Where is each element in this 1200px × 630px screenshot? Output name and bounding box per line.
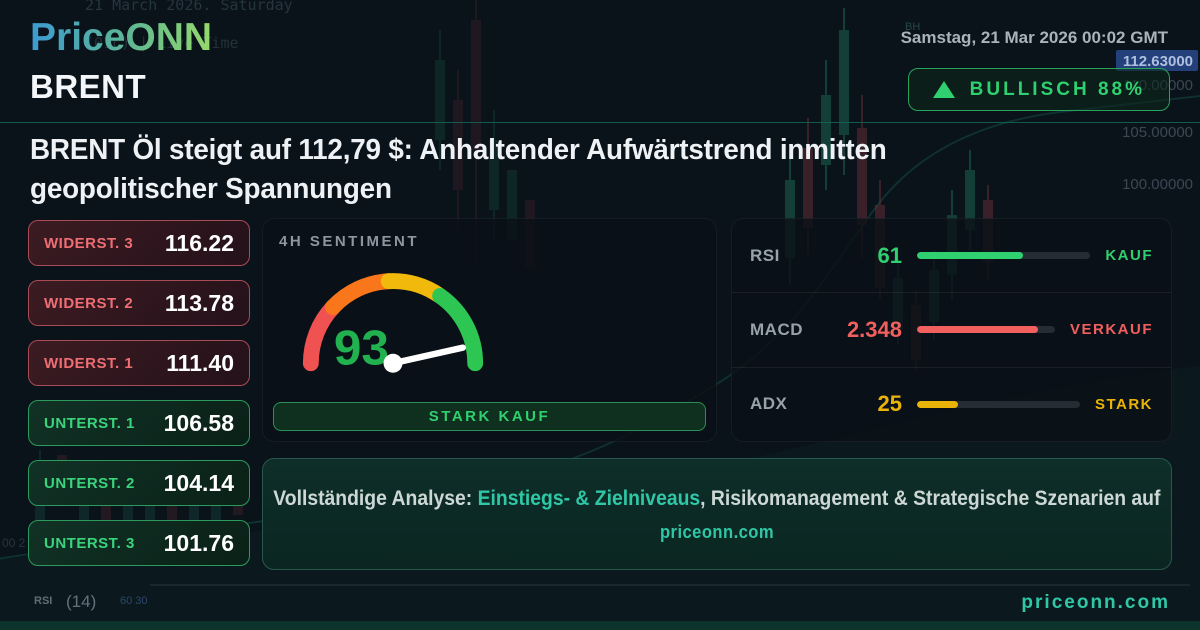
price-label: 100.00000	[1122, 176, 1193, 193]
indicators-panel: RSI 61 KAUF MACD 2.348 VERKAUF ADX 25 ST…	[731, 218, 1172, 442]
banner-highlight: Einstiegs- & Zielniveaus	[477, 485, 701, 510]
banner-prefix: Vollständige Analyse:	[273, 485, 478, 510]
gauge-needle	[389, 344, 467, 367]
indicator-row-adx: ADX 25 STARK	[732, 366, 1171, 441]
gauge-arc-red	[302, 299, 341, 372]
indicator-bar-track	[917, 252, 1091, 260]
banner-suffix: , Risikomanagement & Strategische Szenar…	[700, 485, 1161, 510]
indicator-value: 25	[877, 391, 902, 417]
level-value: 106.58	[163, 409, 234, 436]
brand-logo: PriceONN	[30, 16, 213, 59]
timestamp: Samstag, 21 Mar 2026 00:02 GMT	[900, 28, 1168, 47]
sentiment-title: 4H SENTIMENT	[279, 233, 420, 250]
sentiment-score: 93	[334, 320, 389, 375]
indicator-bar-fill	[917, 400, 958, 408]
indicator-value: 61	[877, 242, 902, 268]
indicator-signal: KAUF	[1105, 247, 1153, 265]
level-value: 111.40	[166, 349, 234, 376]
level-label: UNTERST. 3	[44, 534, 135, 552]
bg-top-note-line2: (01c) | Live Time	[85, 34, 239, 52]
indicator-signal: STARK	[1094, 395, 1153, 413]
gauge-arc-orange	[325, 273, 397, 316]
support-1-row: UNTERST. 1 106.58	[28, 400, 250, 446]
gauge-hub	[383, 353, 403, 373]
page-title: BRENT	[30, 68, 147, 105]
gauge-arc-green	[432, 288, 484, 372]
status-badge-label: BULLISCH 88%	[969, 78, 1145, 100]
resistance-1-row: WIDERST. 1 111.40	[28, 340, 250, 386]
indicator-name: ADX	[750, 394, 788, 414]
bg-rsi-levels: 60 30	[120, 595, 148, 607]
indicator-name: RSI	[750, 245, 780, 265]
sentiment-panel: 4H SENTIMENT 93 STARK KAUF	[262, 218, 717, 442]
bottom-accent-strip	[0, 621, 1200, 630]
bg-top-note-line1: 21 March 2026. Saturday	[85, 0, 293, 14]
indicator-bar-track	[917, 400, 1080, 408]
level-label: WIDERST. 3	[44, 234, 134, 252]
strong-buy-button[interactable]: STARK KAUF	[273, 402, 706, 431]
levels-column: WIDERST. 3 116.22 WIDERST. 2 113.78 WIDE…	[28, 220, 250, 580]
headline-line1: BRENT Öl steigt auf 112,79 $: Anhaltende…	[30, 134, 887, 166]
level-value: 104.14	[163, 469, 234, 496]
indicator-row-rsi: RSI 61 KAUF	[732, 219, 1171, 292]
level-label: WIDERST. 1	[44, 354, 134, 372]
indicator-name: MACD	[750, 319, 803, 339]
header-divider	[0, 122, 1200, 123]
bg-rsi-label: RSI	[34, 595, 52, 607]
headline: BRENT Öl steigt auf 112,79 $: Anhaltende…	[30, 131, 1048, 208]
bg-rsi-period: (14)	[66, 592, 96, 611]
bg-fragment-left-axis: 00 2	[2, 536, 26, 550]
up-triangle-icon	[932, 81, 955, 98]
indicator-value: 2.348	[846, 316, 902, 342]
banner-text: Vollständige Analyse: Einstiegs- & Zieln…	[273, 486, 1160, 511]
support-2-row: UNTERST. 2 104.14	[28, 460, 250, 506]
resistance-3-row: WIDERST. 3 116.22	[28, 220, 250, 266]
price-tag-box	[1116, 50, 1198, 71]
indicator-bar-fill	[917, 326, 1039, 334]
indicator-signal: VERKAUF	[1069, 321, 1153, 339]
banner-domain-link[interactable]: priceonn.com	[659, 521, 775, 542]
level-label: UNTERST. 2	[44, 474, 135, 492]
indicator-row-macd: MACD 2.348 VERKAUF	[732, 292, 1171, 366]
headline-line2: geopolitischer Spannungen	[30, 172, 392, 205]
level-label: WIDERST. 2	[44, 294, 134, 312]
level-label: UNTERST. 1	[44, 414, 135, 432]
price-tag-value: 112.63000	[1123, 53, 1193, 70]
website-link[interactable]: priceonn.com	[1021, 592, 1170, 613]
indicator-bar-fill	[917, 252, 1023, 260]
sentiment-gauge: 93	[287, 260, 499, 383]
indicator-bar-track	[917, 326, 1055, 334]
resistance-2-row: WIDERST. 2 113.78	[28, 280, 250, 326]
level-value: 116.22	[164, 229, 234, 256]
level-value: 113.78	[164, 289, 234, 316]
level-value: 101.76	[163, 529, 234, 556]
gauge-arc-amber	[380, 273, 448, 304]
analysis-banner: Vollständige Analyse: Einstiegs- & Zieln…	[262, 458, 1172, 570]
price-label: 105.00000	[1122, 124, 1193, 141]
status-badge-bullish: BULLISCH 88%	[907, 68, 1170, 111]
support-3-row: UNTERST. 3 101.76	[28, 520, 250, 566]
bg-fragment-bh: BH	[905, 21, 920, 33]
